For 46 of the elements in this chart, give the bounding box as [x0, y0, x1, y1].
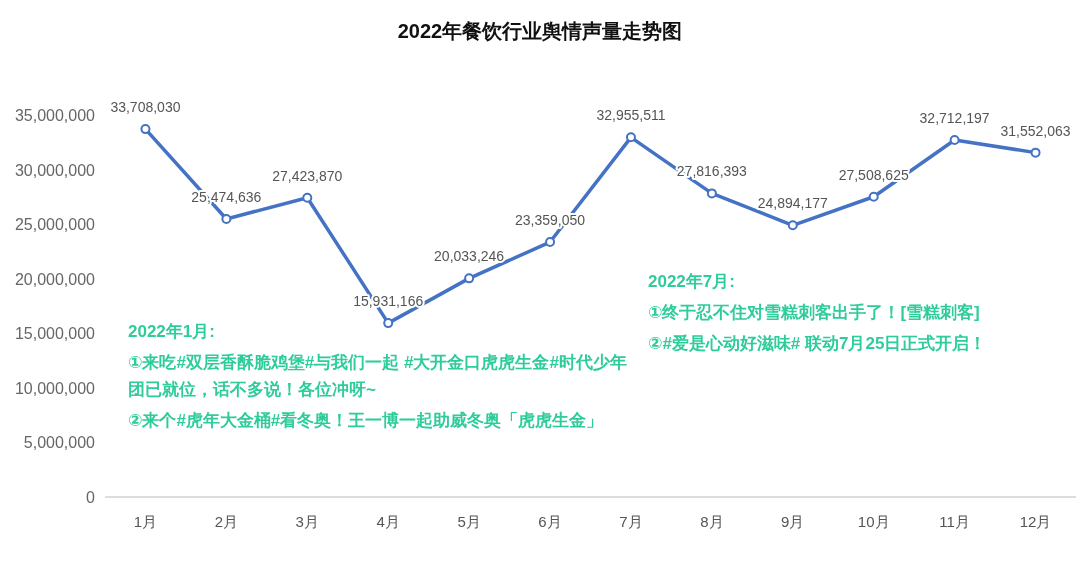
text: 32,712,197 — [919, 109, 990, 126]
point — [140, 124, 151, 135]
x-tick-label: 4月 — [376, 513, 400, 530]
x-tick-label: 12月 — [1019, 513, 1052, 530]
y-tick-label: 25,000,000 — [14, 216, 96, 234]
y-tick-label: 10,000,000 — [14, 379, 96, 397]
x-tick-label: 11月 — [939, 513, 970, 530]
y-tick-label: 5,000,000 — [23, 434, 96, 452]
annotation: 2022年1月: — [128, 321, 216, 343]
point — [706, 188, 717, 199]
point — [464, 273, 475, 284]
x-tick-label: 10月 — [857, 513, 890, 530]
x-tick-label: 2月 — [214, 513, 239, 530]
text: 31,552,063 — [1000, 122, 1071, 139]
point — [787, 220, 798, 231]
annotation: ②#爱是心动好滋味# 联动7月25日正式开启！ — [648, 333, 988, 355]
annotation: ①终于忍不住对雪糕刺客出手了！[雪糕刺客] — [648, 302, 981, 324]
point — [625, 132, 636, 143]
y-tick-label: 35,000,000 — [14, 107, 96, 124]
y-tick-label: 20,000,000 — [14, 270, 96, 288]
chart-title: 2022年餐饮行业舆情声量走势图 — [397, 20, 683, 42]
x-tick-label: 8月 — [700, 513, 724, 530]
y-tick-label: 0 — [86, 489, 96, 506]
text: 27,423,870 — [272, 167, 343, 184]
text: 24,894,177 — [757, 195, 828, 212]
y-tick-label: 15,000,000 — [14, 325, 96, 343]
text: 33,708,030 — [110, 99, 181, 116]
point — [383, 318, 394, 329]
text: 20,033,246 — [434, 248, 505, 265]
point — [949, 134, 960, 145]
x-tick-label: 1月 — [133, 513, 158, 530]
annotation: ①来吃#双层香酥脆鸡堡#与我们一起 #大开金口虎虎生金#时代少年团已就位，话不多说！各位冲呀~ — [128, 352, 628, 401]
text: 32,955,511 — [596, 107, 666, 124]
annotation: 2022年7月: — [648, 271, 736, 293]
point — [1030, 147, 1041, 158]
x-tick-label: 9月 — [781, 513, 805, 530]
annotation: ②来个#虎年大金桶#看冬奥！王一博一起助威冬奥「虎虎生金」 — [128, 410, 605, 432]
x-tick-label: 7月 — [619, 513, 643, 530]
point — [545, 237, 556, 248]
x-tick-label: 3月 — [295, 513, 319, 530]
point — [221, 213, 232, 224]
point — [868, 191, 879, 202]
point — [302, 192, 313, 203]
x-tick-label: 5月 — [457, 513, 481, 530]
y-tick-label: 30,000,000 — [14, 161, 96, 179]
x-tick-label: 6月 — [538, 513, 562, 530]
